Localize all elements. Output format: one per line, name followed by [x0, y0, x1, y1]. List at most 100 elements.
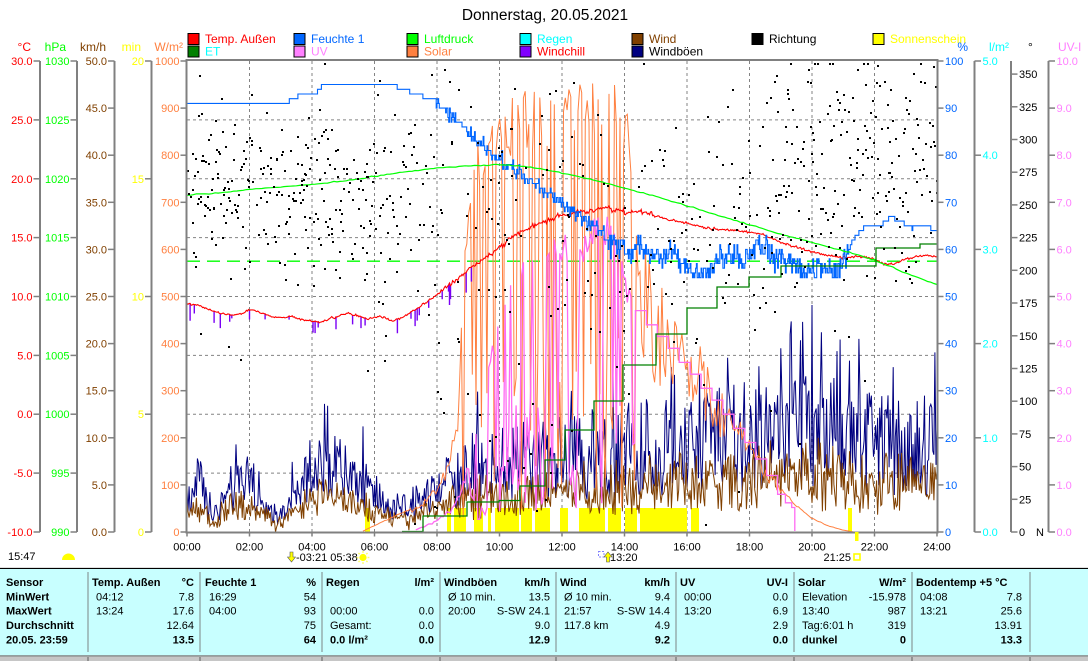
svg-text:6.0: 6.0 [1057, 244, 1072, 256]
svg-text:20.0: 20.0 [11, 174, 32, 186]
svg-text:1005: 1005 [45, 350, 69, 362]
svg-text:900: 900 [161, 103, 179, 115]
svg-text:0.0: 0.0 [92, 527, 107, 539]
svg-text:275: 275 [1019, 167, 1037, 179]
svg-text:Elevation: Elevation [802, 592, 847, 604]
svg-text:20:00: 20:00 [448, 606, 476, 618]
svg-text:04:08: 04:08 [920, 592, 948, 604]
svg-text:Feuchte 1: Feuchte 1 [311, 32, 365, 46]
svg-text:4.0: 4.0 [1057, 339, 1072, 351]
svg-text:Windböen: Windböen [444, 577, 497, 589]
svg-text:25: 25 [1019, 494, 1031, 506]
svg-text:4.9: 4.9 [655, 620, 670, 632]
svg-text:0.0: 0.0 [983, 527, 998, 539]
svg-text:-5.0: -5.0 [14, 468, 33, 480]
svg-text:Donnerstag, 20.05.2021: Donnerstag, 20.05.2021 [462, 7, 628, 24]
svg-text:18:00: 18:00 [736, 542, 764, 554]
svg-text:00:00: 00:00 [684, 592, 712, 604]
svg-text:24:00: 24:00 [923, 542, 951, 554]
svg-text:%: % [306, 577, 316, 589]
svg-text:13:40: 13:40 [802, 606, 830, 618]
svg-text:min: min [122, 40, 141, 54]
svg-text:5: 5 [138, 409, 144, 421]
svg-text:0.0: 0.0 [17, 409, 32, 421]
svg-text:km/h: km/h [80, 40, 106, 54]
svg-text:Ø 10 min.: Ø 10 min. [564, 592, 612, 604]
svg-text:-10.0: -10.0 [7, 527, 32, 539]
svg-text:987: 987 [888, 606, 906, 618]
svg-text:km/h: km/h [524, 577, 550, 589]
svg-text:13.5: 13.5 [529, 592, 550, 604]
svg-text:Temp. Außen: Temp. Außen [205, 32, 276, 46]
svg-text:8.0: 8.0 [1057, 150, 1072, 162]
svg-text:1030: 1030 [45, 56, 69, 68]
svg-text:0: 0 [173, 527, 179, 539]
svg-text:UV-I: UV-I [767, 577, 788, 589]
svg-text:300: 300 [161, 386, 179, 398]
svg-text:100: 100 [1019, 396, 1037, 408]
svg-text:17.6: 17.6 [173, 606, 194, 618]
svg-text:MinWert: MinWert [6, 592, 50, 604]
svg-text:Richtung: Richtung [769, 32, 816, 46]
svg-text:0.0: 0.0 [773, 592, 788, 604]
svg-text:30: 30 [945, 386, 957, 398]
svg-text:Windchill: Windchill [537, 45, 585, 59]
svg-text:125: 125 [1019, 364, 1037, 376]
svg-text:2.9: 2.9 [773, 620, 788, 632]
svg-text:-15.978: -15.978 [869, 592, 906, 604]
svg-text:9.0: 9.0 [535, 620, 550, 632]
svg-text:10: 10 [945, 480, 957, 492]
svg-text:Windböen: Windböen [649, 45, 703, 59]
svg-text:Tag:6:01 h: Tag:6:01 h [802, 620, 853, 632]
svg-text:15: 15 [132, 174, 144, 186]
svg-text:1000: 1000 [155, 56, 179, 68]
svg-text:20.05. 23:59: 20.05. 23:59 [6, 635, 68, 647]
svg-text:Gesamt:: Gesamt: [330, 620, 372, 632]
svg-text:0: 0 [945, 527, 951, 539]
svg-text:54: 54 [304, 592, 316, 604]
svg-text:30.0: 30.0 [86, 244, 107, 256]
svg-text:15:47: 15:47 [8, 551, 36, 563]
svg-text:30.0: 30.0 [11, 56, 32, 68]
svg-text:13:20: 13:20 [684, 606, 712, 618]
svg-text:300: 300 [1019, 135, 1037, 147]
svg-text:16:29: 16:29 [209, 592, 237, 604]
svg-text:117.8 km: 117.8 km [564, 620, 608, 632]
svg-text:60: 60 [945, 244, 957, 256]
svg-text:1015: 1015 [45, 233, 69, 245]
svg-text:Durchschnitt: Durchschnitt [6, 620, 74, 632]
svg-text:12:00: 12:00 [548, 542, 576, 554]
svg-text:0.0 l/m²: 0.0 l/m² [330, 635, 368, 647]
svg-text:350: 350 [1019, 69, 1037, 81]
svg-text:15.0: 15.0 [86, 386, 107, 398]
svg-text:Ø 10 min.: Ø 10 min. [448, 592, 496, 604]
svg-text:13.3: 13.3 [1001, 635, 1022, 647]
svg-text:12.9: 12.9 [529, 635, 550, 647]
svg-text:9.4: 9.4 [655, 592, 670, 604]
svg-text:Temp. Außen: Temp. Außen [92, 577, 161, 589]
svg-text:25.6: 25.6 [1001, 606, 1022, 618]
svg-text:10: 10 [132, 292, 144, 304]
svg-text:2.0: 2.0 [983, 339, 998, 351]
svg-text:UV: UV [680, 577, 696, 589]
svg-text:l/m²: l/m² [414, 577, 434, 589]
svg-text:MaxWert: MaxWert [6, 606, 52, 618]
svg-text:0.0: 0.0 [419, 606, 434, 618]
svg-text:Regen: Regen [326, 577, 360, 589]
svg-text:200: 200 [1019, 265, 1037, 277]
svg-text:10:00: 10:00 [486, 542, 514, 554]
svg-text:22:00: 22:00 [861, 542, 889, 554]
svg-text:50: 50 [945, 292, 957, 304]
svg-text:4.0: 4.0 [983, 150, 998, 162]
svg-text:175: 175 [1019, 298, 1037, 310]
svg-text:UV-I: UV-I [1058, 40, 1081, 54]
svg-text:Wind: Wind [560, 577, 587, 589]
svg-text:10.0: 10.0 [1057, 56, 1078, 68]
svg-text:Bodentemp +5 °C: Bodentemp +5 °C [916, 577, 1008, 589]
svg-text:5.0: 5.0 [92, 480, 107, 492]
svg-text:600: 600 [161, 244, 179, 256]
svg-text:UV: UV [311, 45, 328, 59]
svg-text:1020: 1020 [45, 174, 69, 186]
svg-text:S-SW 24.1: S-SW 24.1 [497, 606, 550, 618]
svg-text:70: 70 [945, 197, 957, 209]
